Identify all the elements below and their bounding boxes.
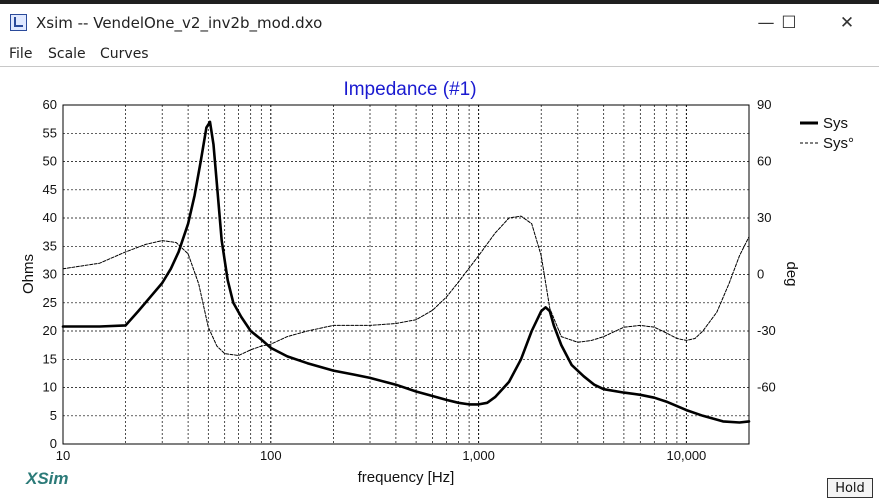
y2-tick-label: 60	[757, 154, 771, 169]
y-tick-label: 50	[43, 154, 57, 169]
x-tick-label: 10	[56, 448, 70, 463]
y-tick-label: 55	[43, 125, 57, 140]
y-axis-label: Ohms	[20, 254, 37, 294]
close-button[interactable]: ✕	[839, 13, 855, 33]
y-tick-label: 15	[43, 351, 57, 366]
menu-scale[interactable]: Scale	[48, 46, 86, 62]
x-tick-label: 100	[260, 448, 282, 463]
top-strip	[0, 0, 879, 4]
x-tick-label: 10,000	[667, 448, 707, 463]
y-tick-label: 60	[43, 97, 57, 112]
x-tick-label: 1,000	[462, 448, 495, 463]
menu-bar: File Scale Curves	[0, 44, 879, 66]
legend-label-sys: Sys	[823, 115, 848, 132]
y-tick-label: 40	[43, 210, 57, 225]
chart-area: Impedance (#1) 10 100 1,000 10,000 0 5 10 15 20 2…	[0, 66, 879, 502]
y-tick-label: 10	[43, 380, 57, 395]
window-title: Xsim -- VendelOne_v2_inv2b_mod.dxo	[36, 14, 323, 32]
plot-lines	[61, 120, 751, 424]
series-sys-line	[61, 120, 751, 424]
legend: Sys Sys°	[800, 115, 854, 152]
plot-frame	[62, 104, 750, 445]
y-tick-label: 35	[43, 238, 57, 253]
legend-label-sys-phase: Sys°	[823, 135, 854, 152]
menu-file[interactable]: File	[9, 46, 33, 62]
y2-axis-label: deg	[783, 261, 800, 286]
menu-curves[interactable]: Curves	[100, 46, 149, 62]
chart-title: Impedance (#1)	[343, 79, 476, 100]
grid	[63, 105, 749, 444]
tick-labels: 10 100 1,000 10,000 0 5 10 15 20 25 30 35 40 45 50 55 60…	[43, 97, 776, 463]
impedance-chart: Impedance (#1) 10 100 1,000 10,000 0 5 10 15 20 2…	[20, 79, 854, 486]
y2-tick-label: 30	[757, 210, 771, 225]
y-tick-label: 45	[43, 182, 57, 197]
hold-button[interactable]: Hold	[827, 478, 873, 498]
y-tick-label: 20	[43, 323, 57, 338]
xsim-logo: XSim	[26, 469, 69, 488]
y2-tick-label: -60	[757, 380, 776, 395]
series-sys-phase-line	[62, 215, 750, 356]
maximize-button[interactable]: ☐	[781, 13, 797, 33]
y2-tick-label: 0	[757, 267, 764, 282]
title-bar: Xsim -- VendelOne_v2_inv2b_mod.dxo — ☐ ✕	[0, 0, 879, 44]
y-tick-label: 5	[50, 408, 57, 423]
y-tick-label: 0	[50, 436, 57, 451]
y-tick-label: 25	[43, 295, 57, 310]
minimize-button[interactable]: —	[757, 13, 775, 33]
y2-tick-label: -30	[757, 323, 776, 338]
y2-tick-label: 90	[757, 97, 771, 112]
app-icon[interactable]	[10, 14, 27, 31]
x-axis-label: frequency [Hz]	[358, 469, 455, 486]
y-tick-label: 30	[43, 267, 57, 282]
